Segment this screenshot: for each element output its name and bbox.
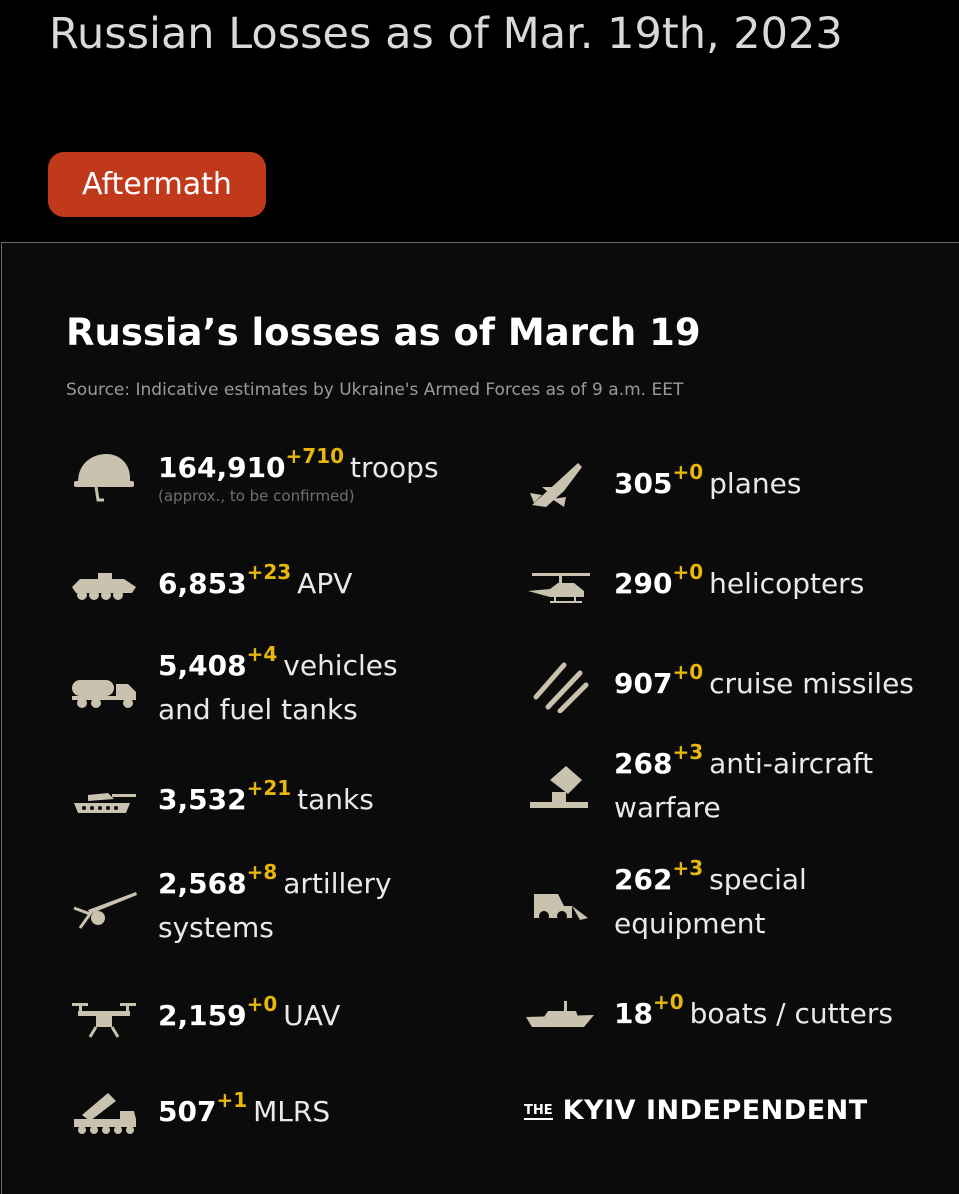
stat-value: 305 xyxy=(614,467,673,500)
post-title: Russian Losses as of Mar. 19th, 2023 xyxy=(49,9,843,59)
stat-delta: +4 xyxy=(246,642,278,666)
stat-cruise-missiles: 907+0 cruise missiles xyxy=(524,657,914,713)
stat-value: 6,853 xyxy=(158,567,247,600)
helmet-icon xyxy=(68,448,140,504)
stat-value: 3,532 xyxy=(158,783,247,816)
kyiv-independent-logo: THE KYIV INDEPENDENT xyxy=(524,1095,868,1126)
stat-unit: APV xyxy=(297,567,353,600)
stat-note: (approx., to be confirmed) xyxy=(158,487,355,505)
stat-unit: MLRS xyxy=(253,1095,331,1128)
stat-value: 507 xyxy=(158,1095,217,1128)
stat-delta: +710 xyxy=(285,444,345,468)
logo-the: THE xyxy=(524,1103,553,1120)
boat-icon xyxy=(524,987,596,1043)
stat-value: 268 xyxy=(614,747,673,780)
logo-brand: KYIV INDEPENDENT xyxy=(562,1095,868,1126)
stat-helicopters: 290+0 helicopters xyxy=(524,557,864,613)
stat-uav: 2,159+0 UAV xyxy=(68,989,340,1045)
stat-mlrs: 507+1 MLRS xyxy=(68,1085,330,1141)
stat-tanks: 3,532+21 tanks xyxy=(68,773,374,829)
stat-value: 164,910 xyxy=(158,451,286,484)
apv-icon xyxy=(68,557,140,613)
stat-anti-aircraft: 268+3 anti-aircraft warfare xyxy=(524,740,874,829)
stat-unit: vehicles xyxy=(283,649,398,682)
stat-value: 290 xyxy=(614,567,673,600)
stat-unit-line2: equipment xyxy=(614,907,766,940)
stat-planes: 305+0 planes xyxy=(524,457,801,513)
bulldozer-icon xyxy=(524,874,596,930)
stat-delta: +3 xyxy=(672,740,704,764)
infographic-title: Russia’s losses as of March 19 xyxy=(66,311,701,354)
stat-delta: +8 xyxy=(246,860,278,884)
fuel-truck-icon xyxy=(68,660,140,716)
stat-vehicles: 5,408+4 vehicles and fuel tanks xyxy=(68,642,398,731)
artillery-icon xyxy=(68,878,140,934)
stat-unit: planes xyxy=(709,467,802,500)
stat-unit-line2: systems xyxy=(158,911,274,944)
stat-special-equipment: 262+3 special equipment xyxy=(524,856,807,945)
plane-icon xyxy=(524,457,596,513)
stat-unit-line2: warfare xyxy=(614,791,721,824)
stat-delta: +23 xyxy=(246,560,292,584)
stat-unit: tanks xyxy=(297,783,374,816)
category-tag-button[interactable]: Aftermath xyxy=(48,152,266,217)
stat-delta: +0 xyxy=(672,660,704,684)
source-note: Source: Indicative estimates by Ukraine'… xyxy=(66,380,684,400)
drone-icon xyxy=(68,989,140,1045)
stat-apv: 6,853+23 APV xyxy=(68,557,352,613)
stat-delta: +1 xyxy=(216,1088,248,1112)
stat-value: 5,408 xyxy=(158,649,247,682)
stat-delta: +3 xyxy=(672,856,704,880)
stat-unit: special xyxy=(709,863,807,896)
title-date: March 19 xyxy=(507,311,701,354)
stat-artillery: 2,568+8 artillery systems xyxy=(68,860,392,949)
mlrs-icon xyxy=(68,1085,140,1141)
stat-value: 2,568 xyxy=(158,867,247,900)
stat-value: 2,159 xyxy=(158,999,247,1032)
missiles-icon xyxy=(524,657,596,713)
stat-troops: 164,910+710 troops (approx., to be confir… xyxy=(68,444,439,505)
stat-unit: cruise missiles xyxy=(709,667,914,700)
stat-value: 18 xyxy=(614,997,653,1030)
title-prefix: Russia’s losses as of xyxy=(66,311,508,354)
stat-delta: +0 xyxy=(246,992,278,1016)
stat-delta: +0 xyxy=(652,990,684,1014)
anti-aircraft-icon xyxy=(524,758,596,814)
stat-delta: +21 xyxy=(246,776,292,800)
losses-infographic: Russia’s losses as of March 19 Source: I… xyxy=(1,242,959,1194)
stat-delta: +0 xyxy=(672,560,704,584)
stat-unit: UAV xyxy=(283,999,341,1032)
helicopter-icon xyxy=(524,557,596,613)
stat-unit: helicopters xyxy=(709,567,865,600)
stat-unit: artillery xyxy=(283,867,392,900)
stat-unit-line2: and fuel tanks xyxy=(158,693,358,726)
stat-unit: boats / cutters xyxy=(689,997,893,1030)
stat-value: 262 xyxy=(614,863,673,896)
stat-unit: troops xyxy=(350,451,439,484)
stat-boats: 18+0 boats / cutters xyxy=(524,987,893,1043)
stat-value: 907 xyxy=(614,667,673,700)
stat-delta: +0 xyxy=(672,460,704,484)
stat-unit: anti-aircraft xyxy=(709,747,874,780)
tank-icon xyxy=(68,773,140,829)
